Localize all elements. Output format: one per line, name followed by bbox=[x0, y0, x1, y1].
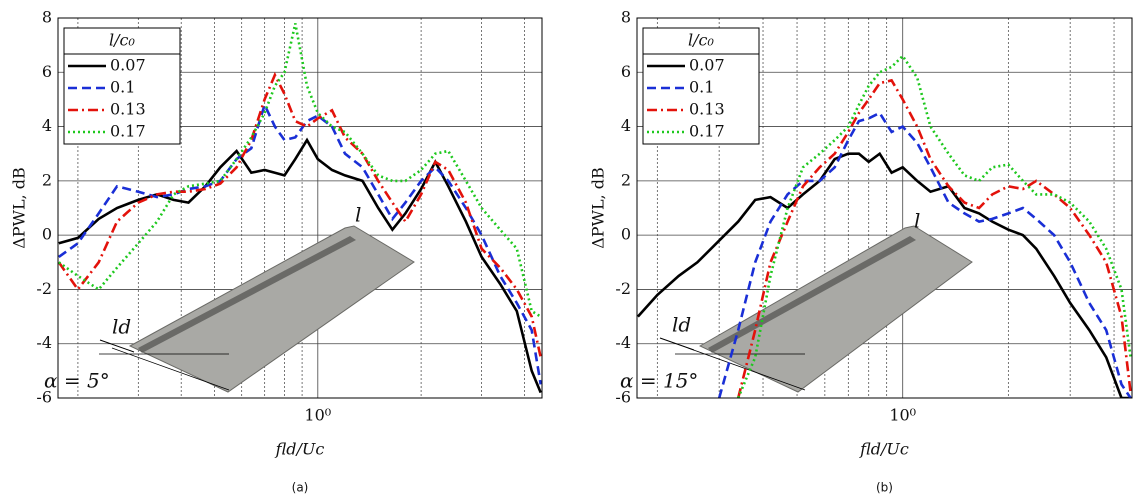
legend-label: 0.13 bbox=[689, 100, 725, 119]
annotation: α = 15° bbox=[620, 369, 698, 393]
legend-label: 0.13 bbox=[110, 100, 146, 119]
y-tick-label: -4 bbox=[615, 333, 631, 352]
annotation: α = 5° bbox=[44, 369, 110, 393]
caption: (b) bbox=[876, 481, 893, 495]
y-tick-label: 0 bbox=[42, 225, 52, 244]
legend-title: l/c₀ bbox=[688, 31, 714, 50]
legend: l/c₀ 0.07 0.1 0.13 0.17 bbox=[643, 28, 759, 144]
legend-label: 0.07 bbox=[689, 56, 725, 75]
y-tick-label: 6 bbox=[621, 62, 631, 81]
caption: (a) bbox=[292, 481, 309, 495]
x-axis-label: fld/Uc bbox=[859, 440, 909, 459]
y-tick-label: 0 bbox=[621, 225, 631, 244]
y-tick-label: 2 bbox=[42, 170, 52, 189]
y-tick-label: 2 bbox=[621, 170, 631, 189]
y-tick-label: 4 bbox=[42, 116, 52, 135]
annotation: ld bbox=[112, 315, 131, 339]
figure: -6-4-20246810⁰lldα = 5°l/c₀0.070.10.130.… bbox=[0, 0, 1140, 498]
y-tick-label: -2 bbox=[36, 279, 52, 298]
x-tick-label: 10⁰ bbox=[304, 406, 331, 425]
annotation: ld bbox=[672, 313, 691, 337]
y-tick-label: -4 bbox=[36, 333, 52, 352]
annotation: l bbox=[914, 209, 920, 233]
x-tick-label: 10⁰ bbox=[889, 406, 916, 425]
legend-label: 0.17 bbox=[110, 122, 146, 141]
y-tick-label: 8 bbox=[42, 8, 52, 27]
y-axis-label: ΔPWL, dB bbox=[589, 167, 608, 249]
y-tick-label: 6 bbox=[42, 62, 52, 81]
y-axis-label: ΔPWL, dB bbox=[10, 167, 29, 249]
legend-label: 0.1 bbox=[689, 78, 714, 97]
annotation: l bbox=[355, 203, 361, 227]
y-tick-label: 8 bbox=[621, 8, 631, 27]
legend: l/c₀ 0.07 0.1 0.13 0.17 bbox=[64, 28, 180, 144]
x-axis-label: fld/Uc bbox=[275, 440, 325, 459]
legend-label: 0.07 bbox=[110, 56, 146, 75]
legend-title: l/c₀ bbox=[109, 31, 135, 50]
y-tick-label: 4 bbox=[621, 116, 631, 135]
y-tick-label: -2 bbox=[615, 279, 631, 298]
legend-label: 0.17 bbox=[689, 122, 725, 141]
legend-label: 0.1 bbox=[110, 78, 135, 97]
